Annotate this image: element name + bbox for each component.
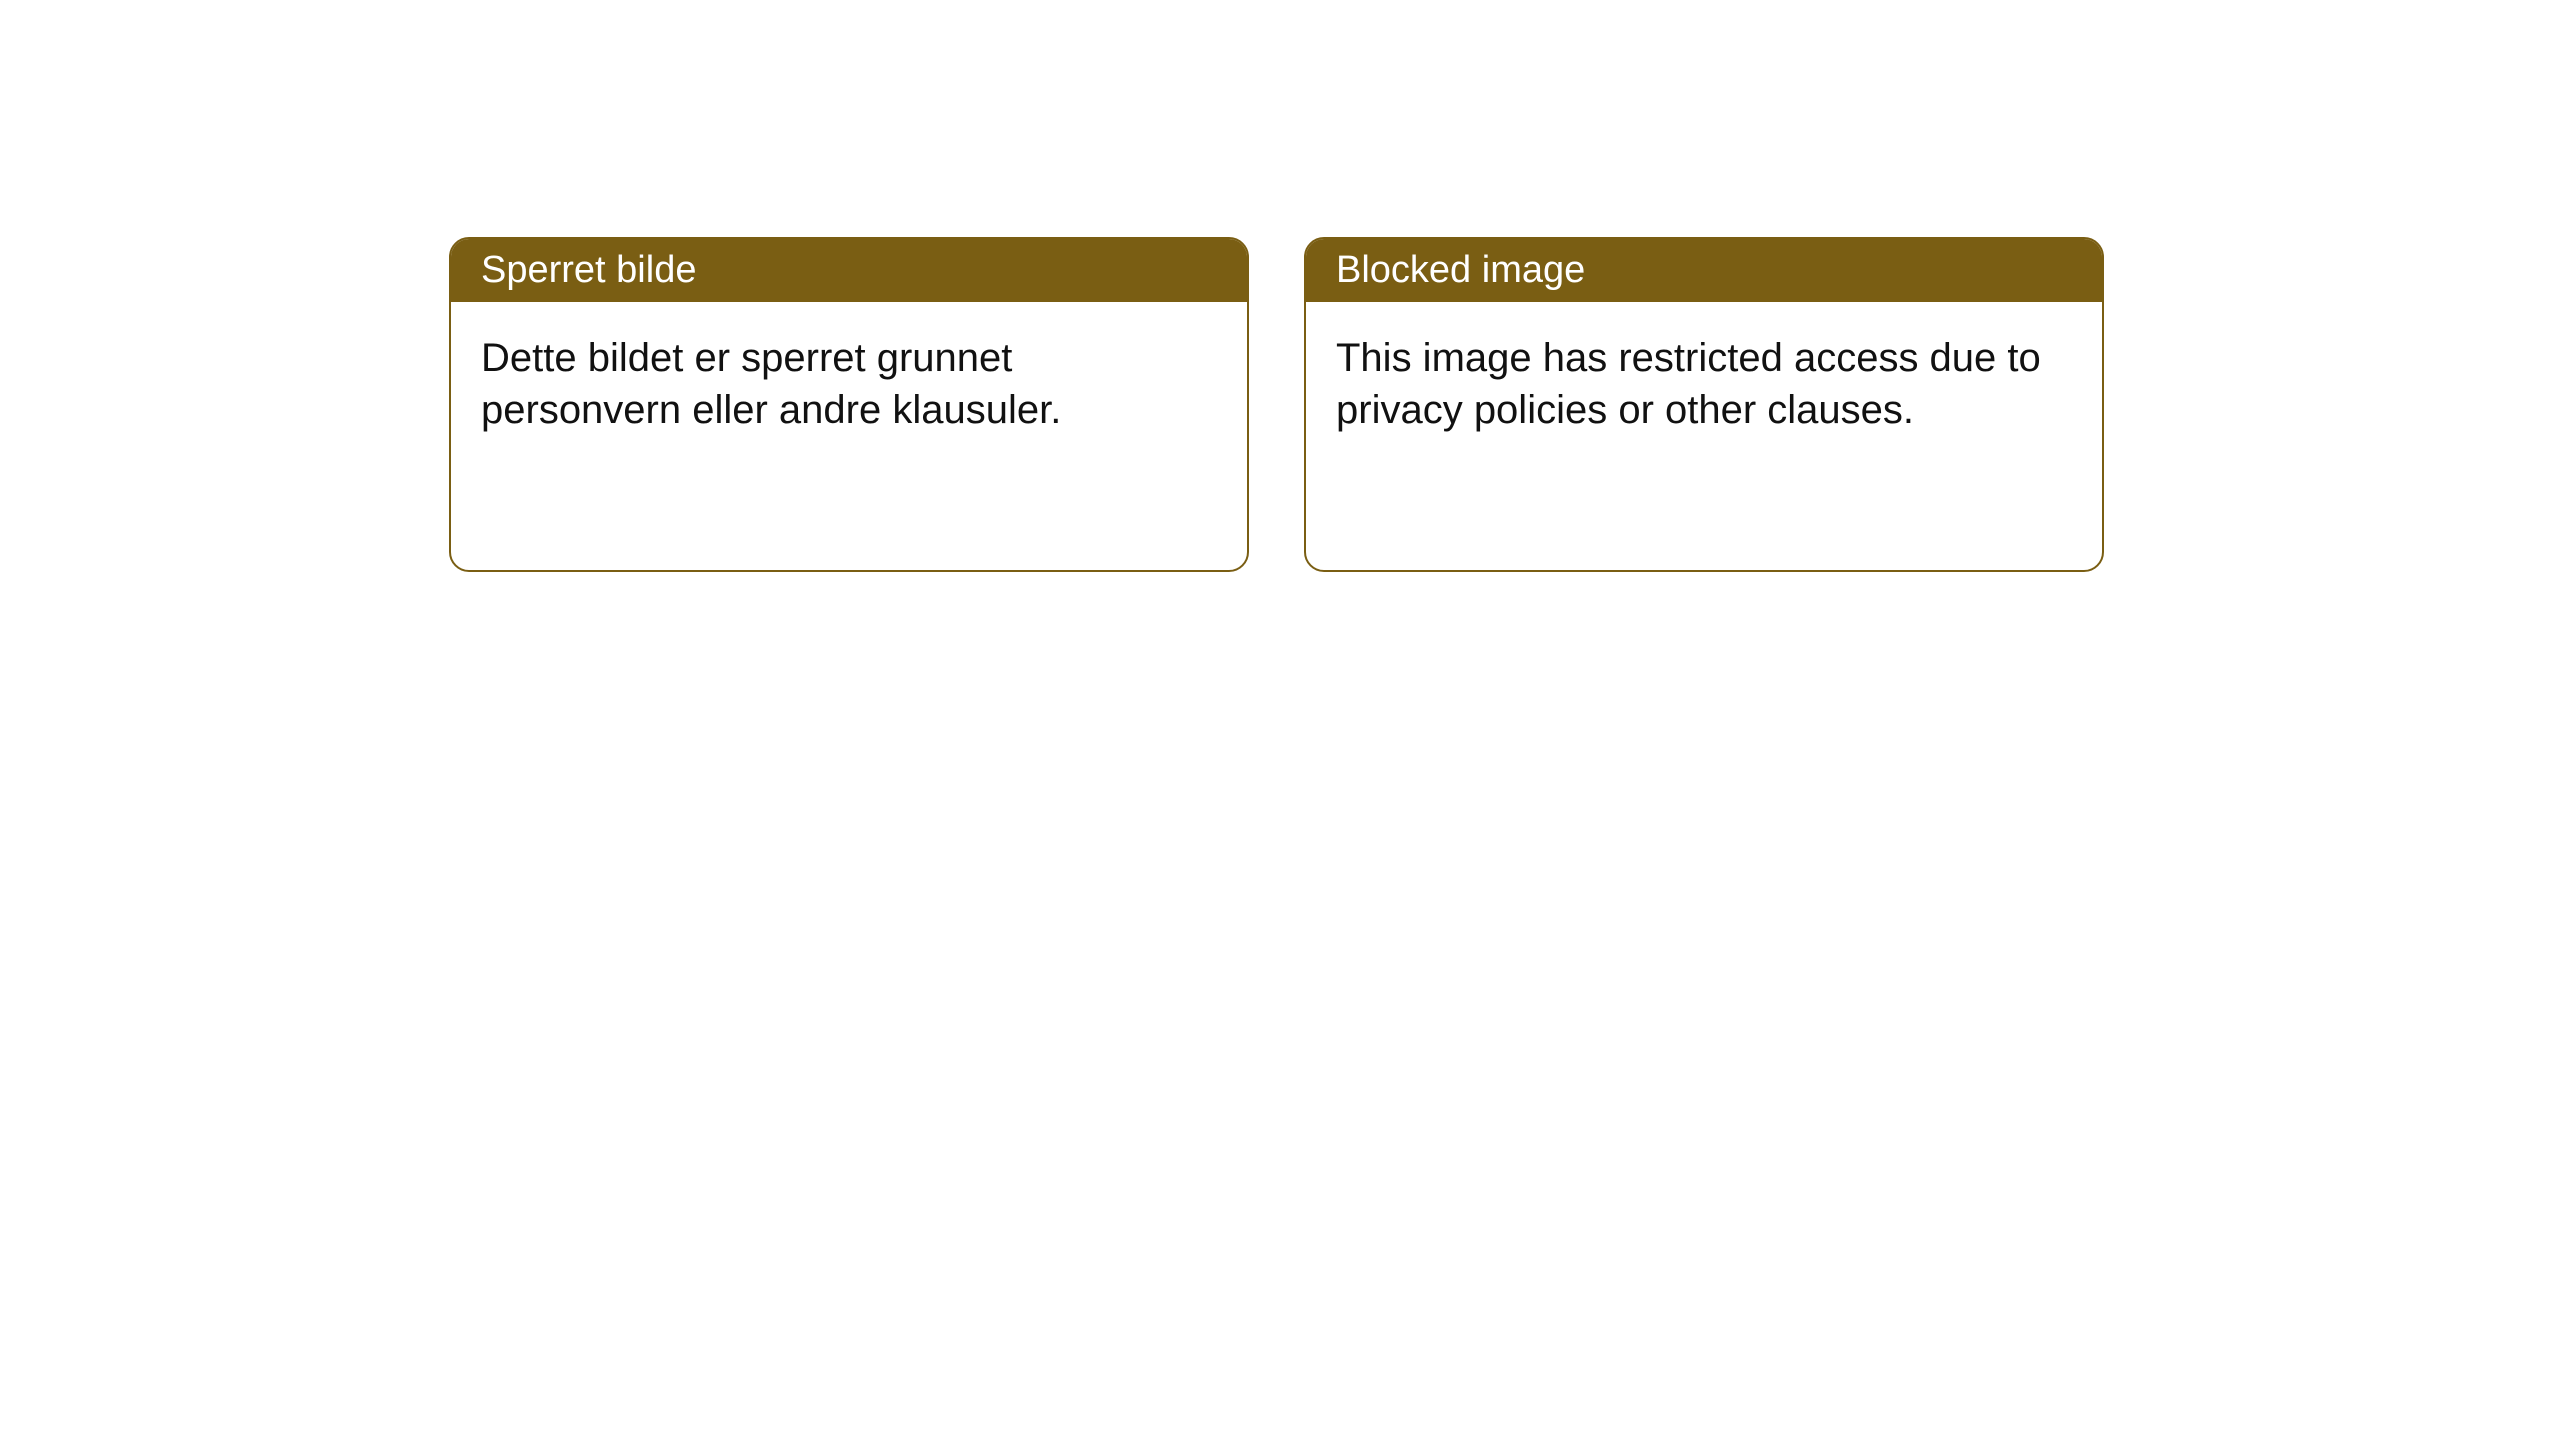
- notice-title: Blocked image: [1336, 249, 1585, 291]
- notice-text: This image has restricted access due to …: [1336, 336, 2041, 432]
- notice-card-norwegian: Sperret bilde Dette bildet er sperret gr…: [449, 237, 1249, 572]
- notice-header: Blocked image: [1306, 239, 2102, 302]
- notice-body: Dette bildet er sperret grunnet personve…: [451, 302, 1247, 570]
- notice-title: Sperret bilde: [481, 249, 696, 291]
- notice-cards-container: Sperret bilde Dette bildet er sperret gr…: [449, 237, 2104, 572]
- notice-card-english: Blocked image This image has restricted …: [1304, 237, 2104, 572]
- notice-header: Sperret bilde: [451, 239, 1247, 302]
- notice-text: Dette bildet er sperret grunnet personve…: [481, 336, 1061, 432]
- notice-body: This image has restricted access due to …: [1306, 302, 2102, 570]
